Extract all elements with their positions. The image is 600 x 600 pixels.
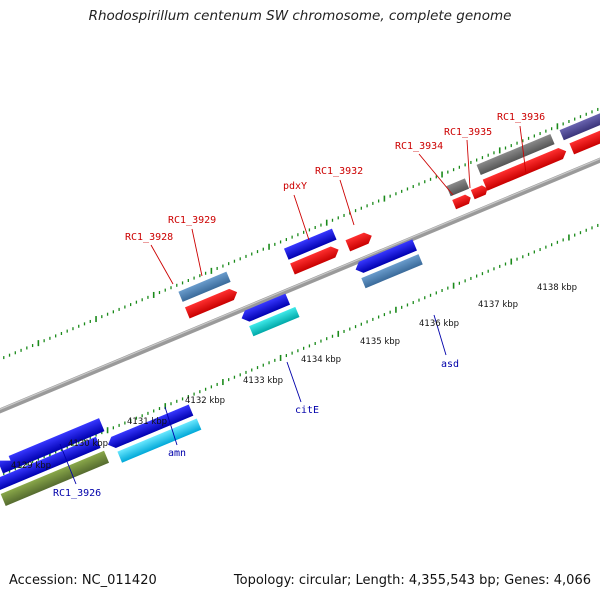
feature-box[interactable] xyxy=(361,254,423,289)
scale-label: 4129 kbp xyxy=(11,461,51,471)
gene-arrow[interactable] xyxy=(452,193,472,210)
gene-arrow[interactable] xyxy=(345,230,374,252)
scale-label: 4138 kbp xyxy=(537,283,577,293)
gene-label: citE xyxy=(295,405,319,416)
gene-label: RC1_3928 xyxy=(125,232,173,243)
scale-label: 4134 kbp xyxy=(301,355,341,365)
gene-label: pdxY xyxy=(283,181,307,192)
gene-arrow[interactable] xyxy=(470,184,490,200)
chromosome-backbone xyxy=(0,157,600,414)
genome-summary-text: Topology: circular; Length: 4,355,543 bp… xyxy=(233,573,591,588)
label-connectors xyxy=(59,125,527,485)
gene-label: RC1_3936 xyxy=(497,112,545,123)
scale-label: 4132 kbp xyxy=(185,396,225,406)
gene-arrow[interactable] xyxy=(0,436,101,491)
scale-label: 4131 kbp xyxy=(127,417,167,427)
feature-box[interactable] xyxy=(559,95,600,141)
feature-box[interactable] xyxy=(476,133,555,176)
gene-arrow[interactable] xyxy=(290,244,341,275)
gene-label: amn xyxy=(168,448,186,459)
gene-label: RC1_3934 xyxy=(395,141,443,152)
gene-arrow[interactable] xyxy=(353,239,417,275)
tick-marks-outer xyxy=(3,107,599,360)
gene-arrow[interactable] xyxy=(184,287,239,319)
gene-label: asd xyxy=(441,359,459,370)
feature-box[interactable] xyxy=(178,271,231,302)
gene-arrow[interactable] xyxy=(106,404,194,451)
feature-box[interactable] xyxy=(0,450,110,506)
feature-box[interactable] xyxy=(283,228,337,260)
scale-label: 4137 kbp xyxy=(478,300,518,310)
gene-label: RC1_3926 xyxy=(53,488,101,499)
gene-label: RC1_3935 xyxy=(444,127,492,138)
gene-label: RC1_3932 xyxy=(315,166,363,177)
chromosome-backbone-highlight xyxy=(0,158,600,410)
gene-arrow[interactable] xyxy=(0,418,105,474)
feature-box[interactable] xyxy=(249,306,300,337)
scale-label: 4135 kbp xyxy=(360,337,400,347)
gene-arrow[interactable] xyxy=(569,108,600,155)
scale-label: 4130 kbp xyxy=(68,439,108,449)
gene-arrow[interactable] xyxy=(239,293,291,324)
gene-label: RC1_3929 xyxy=(168,215,216,226)
gene-arrow[interactable] xyxy=(482,146,569,191)
feature-box[interactable] xyxy=(117,418,202,463)
scale-label: 4136 kbp xyxy=(419,319,459,329)
tick-marks-inner xyxy=(3,223,599,476)
feature-box[interactable] xyxy=(446,178,470,197)
scale-label: 4133 kbp xyxy=(243,376,283,386)
map-title: Rhodospirillum centenum SW chromosome, c… xyxy=(88,8,512,24)
accession-text: Accession: NC_011420 xyxy=(9,573,157,588)
